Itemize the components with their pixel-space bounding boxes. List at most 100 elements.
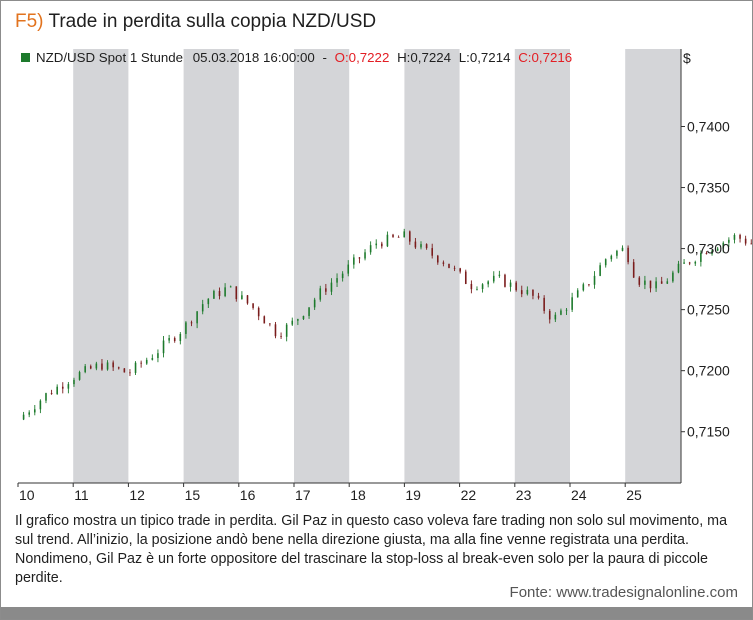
instrument-label: NZD/USD Spot 1 Stunde [36,50,183,65]
candle-body [185,322,187,334]
candle-body [397,236,400,238]
candle-body [291,320,294,325]
candle-body [252,303,254,308]
candle-body [347,264,350,274]
shaded-day-17 [294,49,350,483]
shaded-day-15 [183,49,239,483]
candle-body [459,268,461,272]
candle-body [190,322,193,324]
candle-body [246,295,249,304]
low-value: L:0,7214 [459,50,511,65]
figure-caption: Il grafico mostra un tipico trade in per… [15,513,728,586]
candle-body [168,338,170,341]
candle-body [604,259,607,266]
candle-body [616,250,618,256]
candle-body [728,239,730,243]
candle-body [336,278,338,283]
candle-body [241,295,243,300]
candle-body [269,323,271,325]
candle-body [330,282,333,292]
candle-body [73,379,75,385]
figure-title-text: Trade in perdita sulla coppia NZD/USD [48,11,377,32]
candle-body [224,287,226,297]
candle-body [78,372,81,380]
candle-body [509,282,512,287]
candle-body [436,255,439,263]
x-tick-label: 17 [295,487,311,503]
x-tick-label: 16 [240,487,256,503]
candle-body [89,366,92,369]
x-tick-label: 24 [571,487,587,503]
candle-body [677,263,680,273]
candle-body [537,295,540,298]
candle-body [308,307,310,316]
candle-body [319,288,322,300]
candle-body [576,290,579,298]
candle-body [117,367,120,369]
y-tick-label: 0,7400 [687,118,730,134]
x-tick-label: 10 [19,487,35,503]
x-tick-label: 18 [350,487,366,503]
candle-body [666,281,669,284]
shaded-day-bands [73,49,681,483]
shaded-day-19 [404,49,460,483]
candle-body [425,244,428,249]
candle-body [683,262,685,264]
candle-body [700,252,702,262]
candle-body [45,393,47,401]
candle-body [196,311,198,324]
candle-body [694,261,697,264]
candle-body [621,247,624,251]
bottom-bar [1,607,752,619]
candlestick-chart: 0,7150 0,7200 0,7250 0,7300 0,7350 0,7400 10 11… [17,49,752,503]
candle-body [733,234,736,240]
candle-body [750,243,752,245]
candle-body [481,284,484,289]
candle-body [711,250,713,255]
open-value: O:0,7222 [335,50,390,65]
candle-body [364,252,366,259]
candle-body [571,297,573,310]
candle-body [274,324,277,337]
candle-body [739,234,741,239]
candle-body [487,281,489,285]
candle-body [582,284,585,291]
y-tick-label: 0,7200 [687,363,730,379]
candle-body [532,289,534,296]
candle-body [84,366,86,373]
source-credit: Fonte: www.tradesignalonline.com [509,584,738,601]
candle-body [151,358,154,360]
candle-body [588,284,590,286]
candle-body [173,338,176,342]
candle-body [453,267,456,269]
candle-body [543,297,545,311]
candle-body [409,231,411,242]
candle-body [207,298,210,305]
candle-body [302,315,305,320]
candle-body [369,245,372,253]
candle-body [39,400,42,410]
candle-body [386,234,389,247]
high-value: H:0,7224 [397,50,451,65]
candle-body [134,362,137,373]
candle-body [50,393,53,395]
candle-body [61,386,64,389]
candle-body [476,288,478,290]
close-value: C:0,7216 [518,50,572,65]
datetime-label: 05.03.2018 16:00:00 [193,50,315,65]
y-tick-label: 0,7150 [687,424,730,440]
candle-body [218,290,221,297]
candle-body [492,275,495,282]
candle-body [560,310,562,315]
candle-body [157,353,159,359]
candle-body [67,384,70,389]
candle-body [358,257,361,259]
candle-body [565,309,568,311]
chart-header: NZD/USD Spot 1 Stunde 05.03.2018 16:00:0… [21,50,691,66]
y-tick-label: 0,7350 [687,180,730,196]
candle-body [744,238,747,244]
x-tick-label: 11 [74,487,89,503]
x-tick-label: 15 [185,487,201,503]
candle-body [464,271,467,284]
